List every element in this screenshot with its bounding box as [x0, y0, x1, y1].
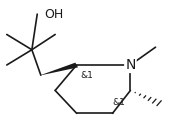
- Text: &1: &1: [112, 98, 125, 107]
- Polygon shape: [41, 63, 78, 75]
- Text: OH: OH: [44, 8, 64, 21]
- Text: N: N: [125, 58, 136, 72]
- Text: &1: &1: [80, 71, 93, 80]
